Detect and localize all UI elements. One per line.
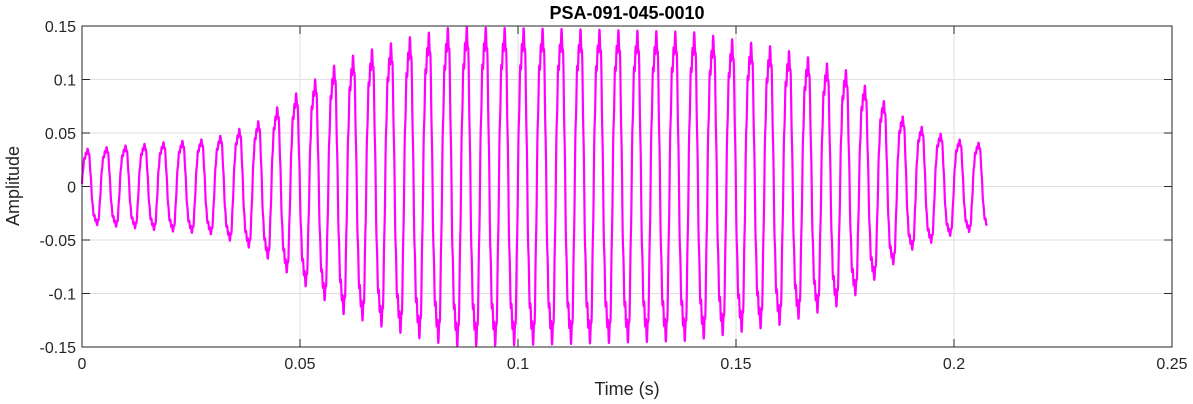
y-tick-label: 0.1 bbox=[54, 73, 76, 90]
y-axis-ticks: -0.15 -0.1 -0.05 0 0.05 0.1 0.15 bbox=[40, 19, 1172, 357]
y-tick-label: -0.1 bbox=[48, 287, 76, 304]
y-tick-label: 0 bbox=[67, 180, 76, 197]
y-tick-label: -0.05 bbox=[40, 233, 77, 250]
x-tick-label: 0.25 bbox=[1156, 356, 1187, 373]
x-tick-label: 0 bbox=[78, 356, 87, 373]
x-tick-label: 0.2 bbox=[943, 356, 965, 373]
x-tick-label: 0.1 bbox=[507, 356, 529, 373]
y-tick-label: 0.15 bbox=[45, 19, 76, 36]
x-axis-label: Time (s) bbox=[594, 379, 659, 399]
y-tick-label: -0.15 bbox=[40, 340, 77, 357]
y-axis-label: Amplitude bbox=[3, 146, 23, 226]
x-tick-label: 0.05 bbox=[284, 356, 315, 373]
x-tick-label: 0.15 bbox=[720, 356, 751, 373]
signal-series-group bbox=[80, 26, 988, 348]
chart-title: PSA-091-045-0010 bbox=[549, 3, 704, 23]
x-axis-ticks: 0 0.05 0.1 0.15 0.2 0.25 bbox=[78, 26, 1188, 373]
y-tick-label: 0.05 bbox=[45, 126, 76, 143]
signal-series-line bbox=[80, 26, 988, 348]
